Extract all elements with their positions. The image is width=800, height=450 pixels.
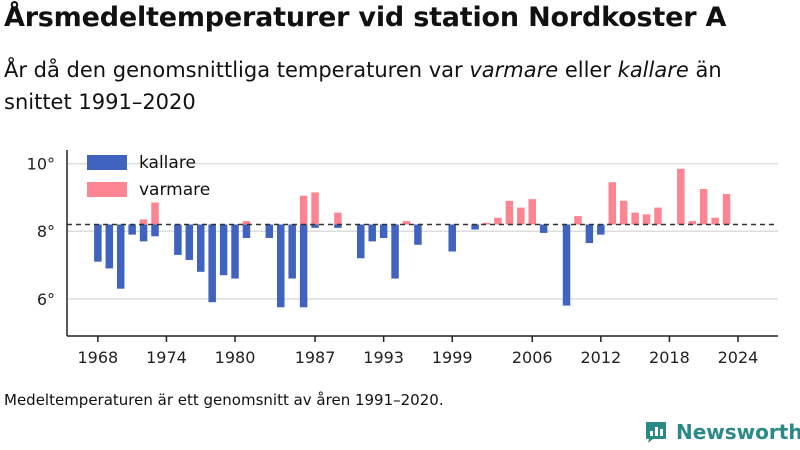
bar-varmare-1986 [299,195,308,225]
x-tick-label: 1987 [295,348,336,367]
x-tick-label: 1993 [363,348,404,367]
gridlines [67,162,778,300]
bar-kallare-1987 [311,224,319,228]
bar-kallare-1981 [242,224,251,238]
y-tick-labels: 6° 8° 10° [27,155,55,309]
bar-kallare-1994 [391,224,399,279]
bar-varmare-2006 [528,199,536,225]
bar-kallare-1968 [94,224,102,262]
bar-varmare-2010 [574,216,582,225]
subtitle-text-end: än snittet 1991–2020 [4,58,722,114]
bar-varmare-2017 [654,207,662,225]
bar-varmare-1981 [242,221,251,225]
x-tick-label: 1974 [146,348,187,367]
subtitle-emphasis-warmer: varmare [469,58,559,82]
brand-name: Newsworthy [676,420,800,444]
bar-varmare-1973 [151,202,159,225]
bar-kallare-1975 [174,224,182,255]
x-tick-label: 1968 [78,348,119,367]
y-tick-label: 6° [37,290,55,309]
legend-label-varmare: varmare [139,180,210,200]
bar-varmare-2004 [505,200,514,225]
bar-varmare-2023 [722,194,731,225]
bar-varmare-2002 [482,222,491,225]
bar-kallare-2009 [562,224,571,306]
bar-varmare-2022 [711,217,719,225]
bar-kallare-1971 [128,224,136,235]
bar-kallare-2012 [597,224,605,235]
subtitle-text-start: År då den genomsnittliga temperaturen va… [4,58,470,82]
x-tick-label: 2006 [512,348,553,367]
bar-kallare-1989 [334,224,342,228]
bar-varmare-2013 [608,182,617,225]
bar-kallare-2001 [471,224,479,230]
subtitle-emphasis-colder: kallare [617,58,689,82]
bars [94,168,731,308]
bar-varmare-2021 [699,189,708,225]
x-tick-label: 1980 [215,348,256,367]
brand-logo-link[interactable]: Newsworthy [644,420,800,444]
legend-swatch-kallare [87,155,127,170]
bar-varmare-2015 [631,212,639,225]
y-tick-label: 8° [37,222,55,241]
x-tick-label: 2024 [718,348,759,367]
bar-kallare-2007 [539,224,548,233]
chart-title: Årsmedeltemperaturer vid station Nordkos… [4,2,727,33]
bar-varmare-2014 [619,200,628,225]
chart-subtitle: År då den genomsnittliga temperaturen va… [4,54,784,118]
legend: kallare varmare [87,153,210,200]
x-tick-labels: 1968 1974 1980 1987 1993 1999 2006 2012 2018 2024 [78,348,759,367]
subtitle-text-middle: eller [558,58,618,82]
x-tick-label: 2012 [580,348,621,367]
bar-kallare-1977 [196,224,205,272]
bar-kallare-1970 [116,224,125,289]
x-tick-label: 1999 [432,348,473,367]
bar-kallare-1972 [139,224,148,242]
bar-varmare-2005 [517,207,525,225]
footnote: Medeltemperaturen är ett genomsnitt av å… [4,391,444,409]
bar-varmare-1987 [311,192,319,225]
bar-kallare-1980 [231,224,239,279]
newsworthy-logo-icon [646,422,666,443]
bar-varmare-1995 [402,221,411,225]
bar-varmare-2003 [494,217,502,225]
bar-kallare-1993 [379,224,388,238]
bar-varmare-2016 [642,214,651,225]
bar-kallare-1992 [368,224,376,242]
bar-kallare-1985 [288,224,296,279]
bar-varmare-1989 [334,212,342,225]
y-tick-label: 10° [27,155,55,174]
legend-label-kallare: kallare [139,153,196,173]
bar-kallare-1991 [357,224,365,259]
bar-kallare-1976 [185,224,194,260]
bar-varmare-2020 [688,221,697,225]
bar-kallare-1996 [414,224,422,245]
x-tick-label: 2018 [649,348,690,367]
bar-kallare-1973 [151,224,159,237]
bar-kallare-2011 [585,224,594,244]
bar-kallare-1969 [105,224,114,269]
bar-kallare-1983 [265,224,274,238]
bar-kallare-1984 [277,224,285,308]
bar-kallare-1979 [219,224,228,276]
legend-swatch-varmare [87,182,127,197]
bar-kallare-1978 [208,224,216,303]
bar-varmare-2019 [677,168,685,225]
bar-kallare-1999 [448,224,456,252]
bar-varmare-1972 [139,219,148,225]
bar-kallare-1986 [299,224,308,308]
axes [66,150,778,342]
